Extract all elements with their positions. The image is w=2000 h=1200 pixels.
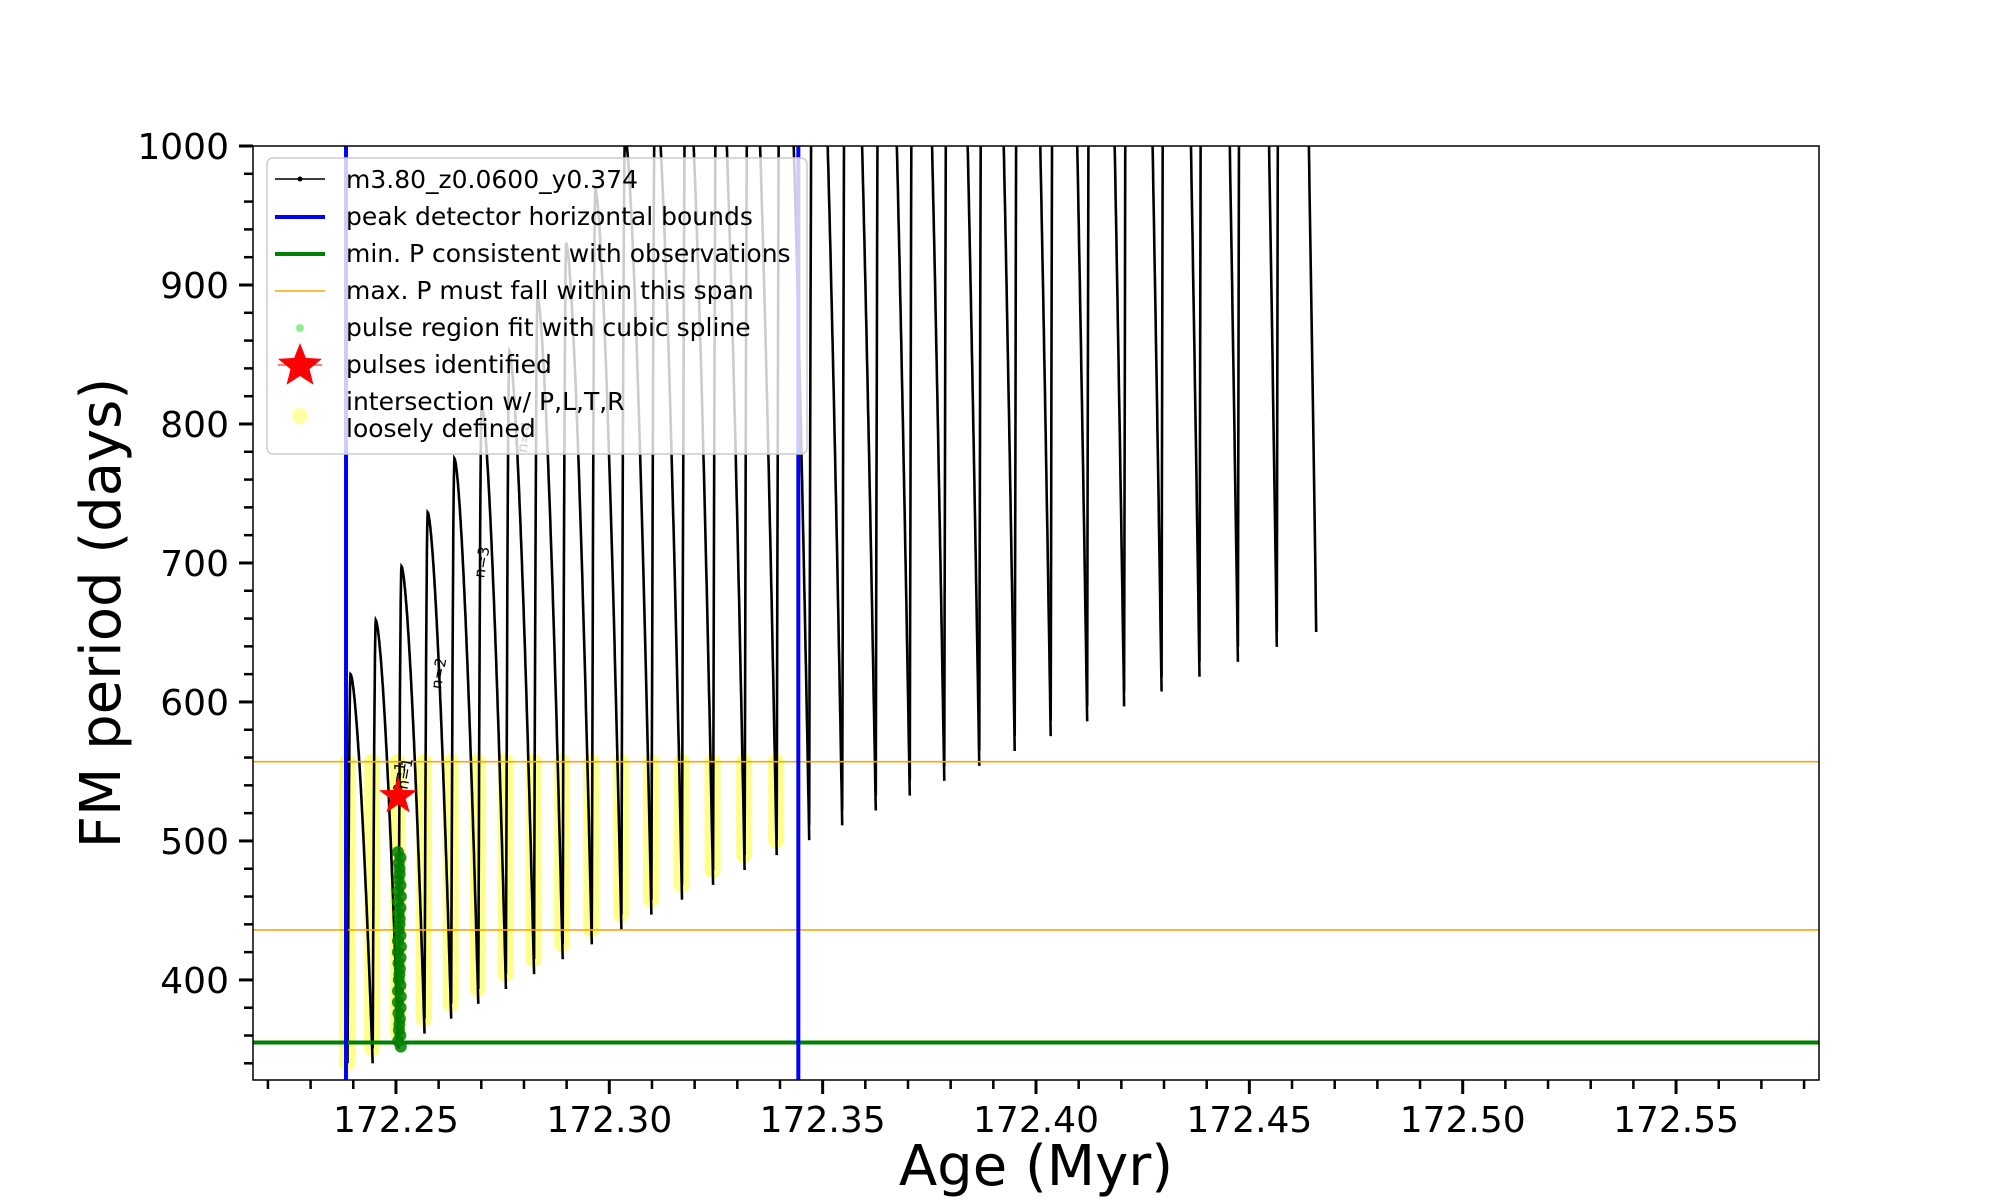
legend-label-intersection: intersection w/ P,L,T,R (346, 387, 625, 416)
x-tick-label: 172.25 (333, 1100, 459, 1141)
y-tick-label: 1000 (137, 127, 229, 168)
plot-area: n=1n=2n=3n=4 n=1 (253, 146, 1819, 1080)
pulse-label-3: n=3 (470, 545, 493, 579)
x-tick-label: 172.30 (546, 1100, 672, 1141)
legend: m3.80_z0.0600_y0.374 peak detector horiz… (266, 157, 808, 455)
legend-label-spline-fit: pulse region fit with cubic spline (346, 313, 751, 342)
y-tick-label: 500 (160, 822, 229, 863)
pulse-track-5 (449, 454, 480, 1004)
legend-label-min-period: min. P consistent with observations (346, 239, 791, 268)
pulse-track-18 (840, 146, 878, 811)
pulse-track-27 (1160, 146, 1201, 677)
x-tick-label: 172.35 (760, 1100, 886, 1141)
y-tick-label: 600 (160, 683, 229, 724)
axes: 172.25 172.30 172.35 172.40 172.45 172.50 172.… (137, 127, 1806, 1141)
x-tick-label: 172.50 (1400, 1100, 1526, 1141)
x-tick-label: 172.45 (1186, 1100, 1312, 1141)
pulse-track-4 (423, 508, 453, 1019)
pulse-track-1 (346, 671, 374, 1064)
pulse-track-3 (397, 562, 426, 1034)
pulse-track-29 (1236, 146, 1279, 647)
y-tick-label: 400 (160, 961, 229, 1002)
spline-point (392, 846, 404, 859)
legend-label-model-track: m3.80_z0.0600_y0.374 (346, 165, 638, 194)
legend-box (266, 157, 808, 455)
legend-marker-model-dot (297, 176, 303, 182)
pulse-identified-label: n=1 (394, 756, 417, 790)
x-tick-label: 172.40 (973, 1100, 1099, 1141)
pulse-track-22 (978, 146, 1016, 752)
y-tick-label: 800 (160, 405, 229, 446)
pulse-track-17 (807, 146, 844, 826)
legend-label-peak-bounds: peak detector horizontal bounds (346, 202, 753, 231)
legend-marker-pulses-identified (278, 343, 322, 385)
pulse-track-19 (874, 146, 912, 796)
legend-label-max-period: max. P must fall within this span (346, 276, 754, 305)
pulse-track-25 (1085, 146, 1126, 707)
identified-pulses: n=1 (379, 756, 418, 813)
pulse-track-16 (775, 146, 811, 841)
pulse-identified-star (379, 776, 418, 813)
y-axis-label: FM period (days) (69, 378, 134, 848)
x-axis-label: Age (Myr) (899, 1134, 1173, 1199)
pulse-track-21 (943, 146, 981, 766)
pulse-track-24 (1049, 146, 1089, 722)
pulse-track-30 (1275, 146, 1318, 633)
pulse-track-26 (1122, 146, 1163, 692)
spline-fit-region (391, 846, 407, 1053)
legend-label-pulses-identified: pulses identified (346, 350, 552, 379)
pulse-track-20 (908, 146, 946, 781)
legend-marker-intersection (292, 408, 308, 424)
legend-marker-spline-fit (296, 324, 304, 332)
y-tick-label: 900 (160, 266, 229, 307)
pulse-track-28 (1198, 146, 1240, 662)
legend-label-intersection-line2: loosely defined (346, 414, 536, 443)
pulse-label-2: n=2 (427, 656, 450, 690)
y-tick-label: 700 (160, 544, 229, 585)
pulse-track-23 (1013, 146, 1052, 737)
x-tick-label: 172.55 (1613, 1100, 1739, 1141)
